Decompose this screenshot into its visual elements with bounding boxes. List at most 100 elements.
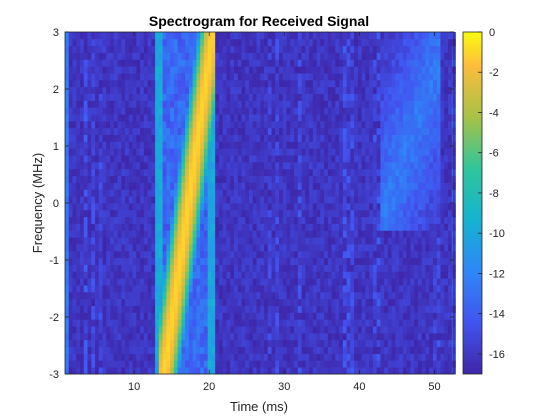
heatmap-cell — [226, 360, 231, 368]
heatmap-cell — [372, 134, 378, 142]
heatmap-cell — [226, 32, 231, 40]
heatmap-cell — [275, 209, 280, 218]
heatmap-cell — [414, 230, 419, 238]
heatmap-cell — [192, 107, 197, 115]
heatmap-cell — [267, 189, 272, 197]
heatmap-cell — [391, 86, 396, 94]
heatmap-cell — [417, 230, 423, 238]
heatmap-cell — [327, 182, 332, 190]
heatmap-cell — [192, 257, 197, 265]
heatmap-cell — [432, 38, 438, 47]
heatmap-cell — [286, 155, 291, 163]
heatmap-cell — [151, 230, 156, 238]
heatmap-cell — [117, 45, 122, 53]
heatmap-cell — [166, 312, 171, 320]
heatmap-cell — [316, 45, 321, 53]
heatmap-cell — [121, 250, 126, 259]
heatmap-cell — [113, 148, 118, 156]
heatmap-cell — [260, 230, 265, 238]
heatmap-cell — [410, 52, 415, 60]
heatmap-cell — [399, 120, 404, 129]
heatmap-cell — [282, 155, 287, 163]
heatmap-cell — [429, 223, 434, 231]
heatmap-cell — [95, 332, 100, 341]
heatmap-cell — [395, 45, 400, 53]
heatmap-cell — [248, 59, 254, 67]
heatmap-cell — [305, 45, 310, 53]
heatmap-cell — [417, 203, 423, 211]
heatmap-cell — [98, 223, 103, 231]
heatmap-cell — [117, 346, 122, 354]
heatmap-cell — [248, 107, 254, 115]
heatmap-cell — [102, 346, 107, 354]
heatmap-cell — [117, 367, 122, 375]
heatmap-cell — [226, 107, 231, 115]
heatmap-cell — [309, 45, 314, 53]
heatmap-cell — [245, 312, 250, 320]
heatmap-cell — [83, 216, 88, 224]
heatmap-cell — [117, 339, 122, 348]
heatmap-cell — [158, 32, 164, 40]
heatmap-cell — [207, 326, 212, 334]
heatmap-cell — [346, 120, 351, 129]
heatmap-cell — [230, 203, 235, 211]
heatmap-cell — [316, 305, 321, 313]
heatmap-cell — [376, 32, 381, 40]
heatmap-cell — [354, 107, 359, 115]
heatmap-cell — [432, 79, 438, 88]
heatmap-cell — [286, 250, 291, 259]
heatmap-cell — [429, 155, 434, 163]
heatmap-cell — [173, 305, 179, 313]
heatmap-cell — [414, 32, 419, 40]
heatmap-cell — [327, 360, 332, 368]
heatmap-cell — [106, 45, 111, 53]
heatmap-cell — [399, 305, 404, 313]
heatmap-cell — [188, 107, 194, 115]
heatmap-cell — [301, 367, 306, 375]
heatmap-cell — [312, 38, 317, 47]
heatmap-cell — [365, 291, 370, 300]
heatmap-cell — [95, 38, 100, 47]
heatmap-cell — [391, 148, 396, 156]
heatmap-cell — [158, 230, 164, 238]
heatmap-cell — [387, 38, 393, 47]
heatmap-cell — [128, 168, 133, 177]
heatmap-cell — [432, 209, 438, 218]
heatmap-cell — [113, 291, 118, 300]
heatmap-cell — [297, 189, 302, 197]
heatmap-cell — [87, 114, 92, 122]
heatmap-cell — [380, 168, 385, 177]
heatmap-cell — [282, 346, 287, 354]
heatmap-cell — [203, 86, 209, 94]
heatmap-cell — [211, 73, 216, 81]
heatmap-cell — [316, 107, 321, 115]
heatmap-cell — [95, 86, 100, 94]
heatmap-cell — [136, 291, 141, 300]
heatmap-cell — [192, 73, 197, 81]
heatmap-cell — [110, 319, 115, 327]
heatmap-cell — [132, 45, 137, 53]
heatmap-cell — [331, 291, 336, 300]
heatmap-cell — [215, 175, 220, 183]
heatmap-cell — [218, 141, 224, 149]
heatmap-cell — [402, 332, 408, 341]
heatmap-cell — [267, 52, 272, 60]
heatmap-cell — [264, 114, 269, 122]
heatmap-cell — [181, 216, 186, 224]
heatmap-cell — [136, 278, 141, 286]
heatmap-cell — [158, 189, 164, 197]
heatmap-cell — [320, 127, 325, 135]
heatmap-cell — [76, 264, 81, 272]
heatmap-cell — [260, 278, 265, 286]
heatmap-cell — [406, 305, 411, 313]
heatmap-cell — [320, 148, 325, 156]
heatmap-cell — [110, 291, 115, 300]
heatmap-cell — [125, 209, 130, 218]
heatmap-cell — [294, 52, 299, 60]
heatmap-cell — [128, 223, 133, 231]
heatmap-cell — [83, 305, 88, 313]
heatmap-cell — [406, 223, 411, 231]
heatmap-cell — [158, 203, 164, 211]
heatmap-cell — [425, 346, 430, 354]
heatmap-cell — [350, 244, 355, 252]
